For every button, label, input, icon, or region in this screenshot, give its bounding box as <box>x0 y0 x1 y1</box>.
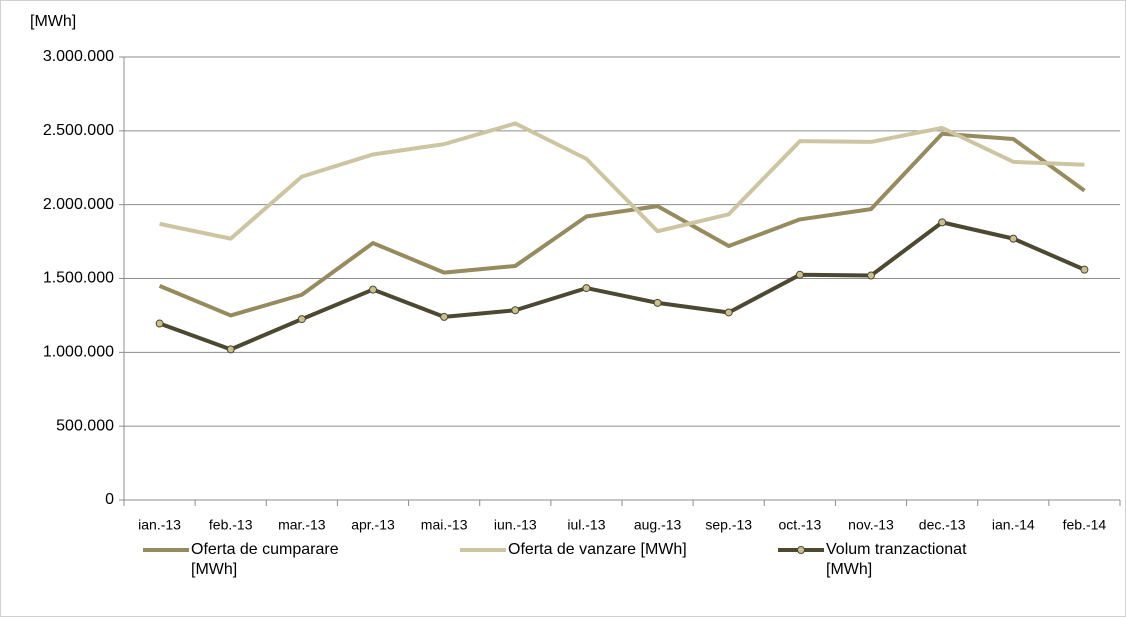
legend-label: Oferta de vanzare [MWh] <box>508 541 687 558</box>
x-tick-label: sep.-13 <box>705 517 752 533</box>
point-marker <box>724 308 733 317</box>
point-marker <box>511 306 520 315</box>
point-marker <box>582 284 591 293</box>
x-tick-label: ian.-14 <box>992 517 1035 533</box>
y-tick-label: 1.000.000 <box>43 344 114 361</box>
legend-label: Volum tranzactionat [MWh] <box>826 541 967 578</box>
x-tick-label: iul.-13 <box>567 517 605 533</box>
x-tick-label: iun.-13 <box>494 517 537 533</box>
series-line <box>158 131 1086 318</box>
point-marker <box>653 298 662 307</box>
point-marker <box>297 315 306 324</box>
point-marker <box>938 218 947 227</box>
point-marker <box>440 312 449 321</box>
y-tick-label: 0 <box>105 491 114 508</box>
y-tick-label: 1.500.000 <box>43 270 114 287</box>
series-line <box>158 220 1086 352</box>
y-tick-label: 2.000.000 <box>43 196 114 213</box>
series-line <box>159 121 1085 241</box>
x-tick-label: feb.-13 <box>209 517 253 533</box>
y-tick-label: 3.000.000 <box>43 48 114 65</box>
point-marker <box>369 285 377 294</box>
x-tick-label: apr.-13 <box>351 517 395 533</box>
point-marker <box>1009 234 1018 243</box>
legend-label: Oferta de cumparare [MWh] <box>191 541 339 578</box>
x-tick-label: aug.-13 <box>634 517 682 533</box>
y-axis-label: [MWh] <box>30 13 76 30</box>
x-tick-label: feb.-14 <box>1063 517 1107 533</box>
point-marker <box>226 345 235 354</box>
point-marker <box>1080 265 1089 274</box>
point-marker <box>795 270 804 279</box>
x-tick-label: oct.-13 <box>778 517 821 533</box>
x-tick-label: ian.-13 <box>138 517 181 533</box>
point-marker <box>867 271 875 280</box>
x-tick-label: mai.-13 <box>421 517 468 533</box>
legend-marker <box>797 546 805 554</box>
x-tick-label: nov.-13 <box>848 517 894 533</box>
y-tick-label: 500.000 <box>56 417 114 434</box>
x-tick-label: mar.-13 <box>278 517 326 533</box>
y-tick-label: 2.500.000 <box>43 122 114 139</box>
x-tick-label: dec.-13 <box>919 517 966 533</box>
point-marker <box>155 319 164 328</box>
